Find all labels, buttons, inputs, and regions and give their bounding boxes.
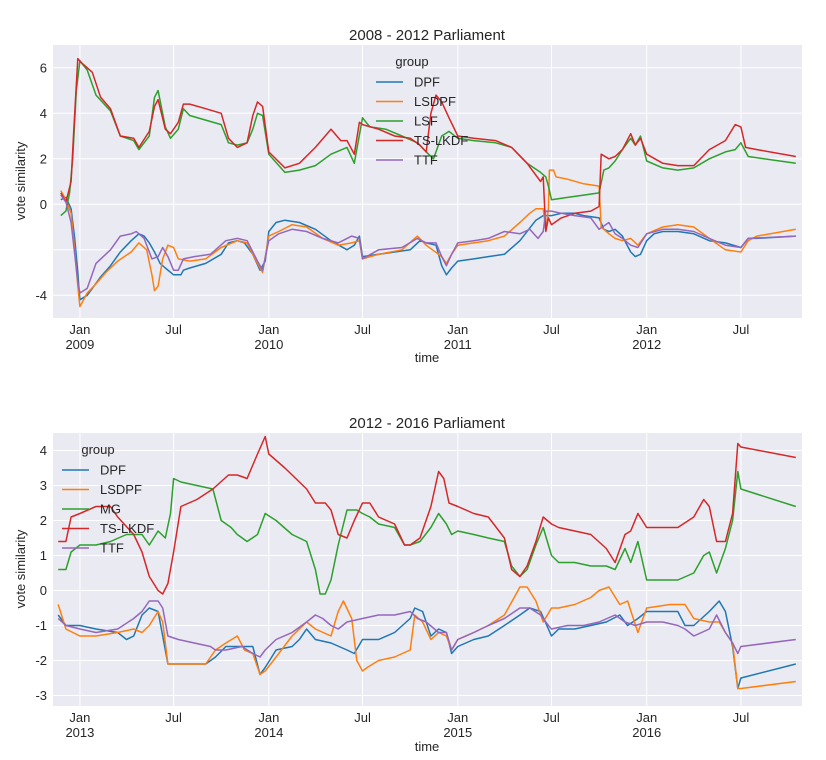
y-tick-label: 6 bbox=[40, 60, 47, 75]
x-tick-label: Jul bbox=[733, 710, 750, 725]
y-tick-label: -3 bbox=[35, 688, 47, 703]
x-axis-label: time bbox=[415, 350, 440, 365]
y-tick-labels: -4 0 2 4 6 bbox=[35, 60, 47, 303]
y-axis-label: vote similarity bbox=[13, 529, 28, 608]
x-tick-year-label: 2014 bbox=[254, 725, 283, 740]
x-tick-label: Jul bbox=[354, 322, 371, 337]
x-tick-label: Jan bbox=[447, 322, 468, 337]
legend-label: DPF bbox=[100, 463, 126, 478]
y-tick-label: 2 bbox=[40, 151, 47, 166]
x-tick-year-label: 2012 bbox=[632, 337, 661, 352]
y-tick-label: 0 bbox=[40, 583, 47, 598]
y-tick-label: 0 bbox=[40, 197, 47, 212]
series-lines bbox=[60, 57, 796, 308]
legend-label: MG bbox=[100, 502, 121, 517]
legend-label: TS-LKDF bbox=[100, 521, 154, 536]
x-tick-label: Jul bbox=[165, 710, 182, 725]
y-tick-label: -4 bbox=[35, 288, 47, 303]
y-tick-labels: -3 -2 -1 0 1 2 3 4 bbox=[35, 443, 47, 703]
x-tick-label: Jan bbox=[636, 322, 657, 337]
x-tick-label: Jan bbox=[258, 322, 279, 337]
x-tick-label: Jul bbox=[733, 322, 750, 337]
x-tick-label: Jul bbox=[165, 322, 182, 337]
x-tick-year-label: 2013 bbox=[65, 725, 94, 740]
x-tick-label: Jan bbox=[69, 710, 90, 725]
y-tick-label: -1 bbox=[35, 618, 47, 633]
chart-title: 2008 - 2012 Parliament bbox=[349, 27, 506, 44]
legend-title: group bbox=[81, 442, 114, 457]
legend-label: LSDPF bbox=[414, 94, 456, 109]
legend-label: TTF bbox=[100, 541, 124, 556]
series-lines bbox=[57, 435, 797, 690]
legend-title: group bbox=[395, 54, 428, 69]
y-tick-label: 2 bbox=[40, 513, 47, 528]
series-line-ttf bbox=[57, 600, 796, 658]
series-line-lsdpf bbox=[60, 169, 796, 308]
y-tick-label: 4 bbox=[40, 106, 47, 121]
x-tick-year-label: 2011 bbox=[444, 337, 472, 352]
legend-label: LSF bbox=[414, 114, 438, 129]
x-tick-year-label: 2015 bbox=[443, 725, 472, 740]
legend-label: DPF bbox=[414, 75, 440, 90]
y-tick-label: 3 bbox=[40, 478, 47, 493]
legend-label: TS-LKDF bbox=[414, 133, 468, 148]
x-tick-year-label: 2016 bbox=[632, 725, 661, 740]
legend-label: TTF bbox=[414, 153, 438, 168]
x-tick-year-label: 2009 bbox=[65, 337, 94, 352]
x-tick-label: Jul bbox=[354, 710, 371, 725]
x-tick-label: Jul bbox=[543, 710, 560, 725]
series-line-ttf bbox=[60, 194, 796, 294]
plot-area bbox=[53, 433, 802, 706]
x-axis-label: time bbox=[415, 739, 440, 754]
gridlines bbox=[53, 45, 802, 318]
plot-area bbox=[53, 45, 802, 318]
legend-label: LSDPF bbox=[100, 482, 142, 497]
x-tick-label: Jan bbox=[258, 710, 279, 725]
x-tick-label: Jan bbox=[636, 710, 657, 725]
y-tick-label: 4 bbox=[40, 443, 47, 458]
x-tick-label: Jan bbox=[447, 710, 468, 725]
legend: group DPF LSDPF LSF TS-LKDF TTF bbox=[376, 54, 468, 168]
legend: group DPF LSDPF MG TS-LKDF TTF bbox=[62, 442, 154, 556]
y-tick-label: 1 bbox=[40, 548, 47, 563]
x-tick-year-label: 2010 bbox=[254, 337, 283, 352]
series-line-ts-lkdf bbox=[58, 435, 796, 595]
y-tick-label: -2 bbox=[35, 653, 47, 668]
y-axis-label: vote similarity bbox=[13, 141, 28, 220]
x-tick-label: Jul bbox=[543, 322, 560, 337]
chart-title: 2012 - 2016 Parliament bbox=[349, 415, 506, 432]
x-tick-label: Jan bbox=[69, 322, 90, 337]
series-line-ts-lkdf bbox=[60, 57, 796, 233]
